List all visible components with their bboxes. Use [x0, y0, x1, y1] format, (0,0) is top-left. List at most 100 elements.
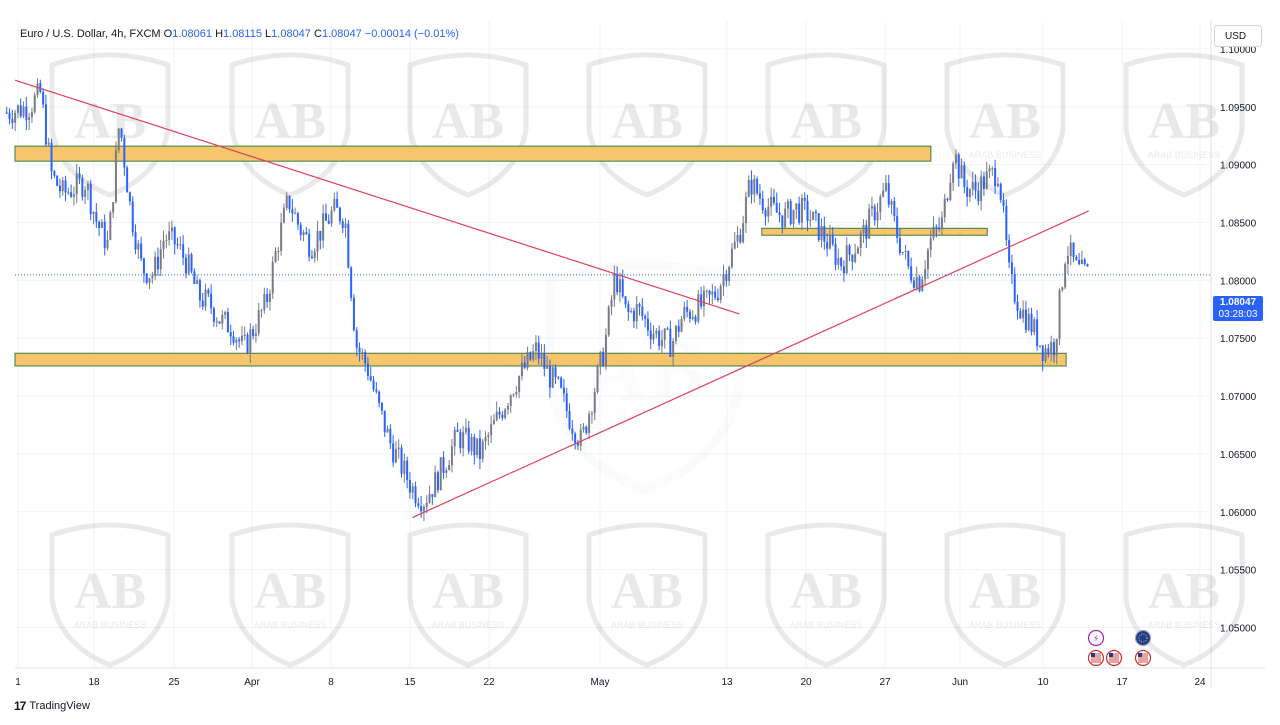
candle-body [14, 112, 17, 123]
candle-body [994, 168, 997, 187]
eu-flag-icon[interactable] [1134, 629, 1152, 647]
us-flag-icon[interactable] [1134, 649, 1152, 667]
candle-body [179, 244, 182, 246]
watermark-text: ARAB BUSINESS [1148, 150, 1221, 160]
candle-body [417, 503, 420, 507]
candle-body [361, 352, 364, 354]
last-price-tag: 1.08047 03:28:03 [1213, 296, 1263, 321]
currency-button[interactable]: USD [1214, 25, 1262, 47]
candle-body [201, 300, 204, 307]
candle-body [907, 251, 910, 267]
candle-body [935, 226, 938, 228]
candle-body [375, 389, 378, 392]
us-flag-icon[interactable] [1105, 649, 1123, 667]
candle-body [490, 424, 493, 436]
candle-body [963, 165, 966, 188]
lightning-glyph: ⚡ [1093, 635, 1099, 645]
candle-body [81, 178, 84, 197]
candle-body [11, 118, 14, 123]
candle-body [882, 190, 885, 197]
candle-body [551, 367, 554, 388]
x-tick-label: 20 [800, 677, 812, 688]
us-flag-icon[interactable] [1087, 649, 1105, 667]
x-tick-label: 17 [1116, 677, 1128, 688]
candle-body [677, 325, 680, 332]
shield-outline [49, 52, 171, 198]
candle-body [64, 180, 67, 193]
candle-body [408, 480, 411, 493]
candle-body [294, 213, 297, 215]
candle-body [1027, 313, 1030, 331]
candle-body [599, 351, 602, 367]
candle-body [442, 457, 445, 473]
x-tick-label: 1 [15, 677, 21, 688]
candle-body [389, 428, 392, 444]
y-tick-label: 1.09000 [1220, 161, 1257, 172]
candle-body [61, 180, 64, 192]
candle-body [750, 179, 753, 195]
candle-body [924, 269, 927, 280]
candle-body [120, 128, 123, 138]
watermark-monogram: AB [790, 563, 862, 620]
candle-body [562, 387, 565, 394]
candle-body [803, 197, 806, 202]
candle-body [534, 342, 537, 352]
candle-body [946, 198, 949, 200]
candle-body [655, 330, 658, 334]
candle-body [89, 183, 92, 215]
candle-body [67, 192, 70, 194]
candle-body [719, 285, 722, 300]
candle-body [686, 306, 689, 312]
candle-body [1010, 262, 1013, 274]
footer-brand[interactable]: 17 TradingView [14, 699, 90, 713]
candle-body [271, 261, 274, 294]
candle-body [593, 392, 596, 414]
watermark-monogram: AB [969, 563, 1041, 620]
candle-body [509, 395, 512, 406]
candle-body [630, 310, 633, 312]
candle-body [411, 486, 414, 493]
candle-body [540, 353, 543, 359]
candle-body [1036, 319, 1039, 347]
candle-body [439, 457, 442, 491]
candle-body [996, 183, 999, 187]
watermark-monogram: AB [1148, 563, 1220, 620]
candle-body [224, 311, 227, 315]
close-label: C [313, 28, 322, 40]
candle-body [988, 168, 991, 172]
candle-body [313, 251, 316, 259]
candle-body [999, 183, 1002, 201]
watermark-monogram: AB [74, 563, 146, 620]
candle-body [870, 206, 873, 209]
candle-body [235, 339, 238, 343]
lightning-icon[interactable]: ⚡ [1087, 629, 1105, 647]
y-tick-label: 1.09500 [1220, 103, 1257, 114]
candle-body [520, 362, 523, 377]
candle-body [403, 460, 406, 474]
candle-body [50, 142, 53, 172]
flag-stars [1138, 633, 1148, 643]
candle-body [1055, 339, 1058, 356]
candle-body [786, 201, 789, 209]
candle-body [980, 176, 983, 202]
candle-body [44, 104, 47, 145]
x-tick-label: Apr [244, 677, 260, 688]
candle-body [526, 352, 529, 368]
flag-ring [1134, 629, 1152, 647]
candle-body [859, 232, 862, 248]
watermark-monogram: AB [254, 93, 326, 150]
candle-body [764, 210, 767, 217]
candle-body [378, 391, 381, 403]
candle-body [739, 234, 742, 243]
price-zone [14, 145, 932, 162]
candle-body [621, 279, 624, 297]
candle-body [397, 447, 400, 450]
candle-body [277, 250, 280, 252]
candle-body [680, 319, 683, 332]
candle-body [674, 325, 677, 342]
watermark-text: ARAB BUSINESS [432, 620, 505, 630]
candle-body [904, 251, 907, 253]
